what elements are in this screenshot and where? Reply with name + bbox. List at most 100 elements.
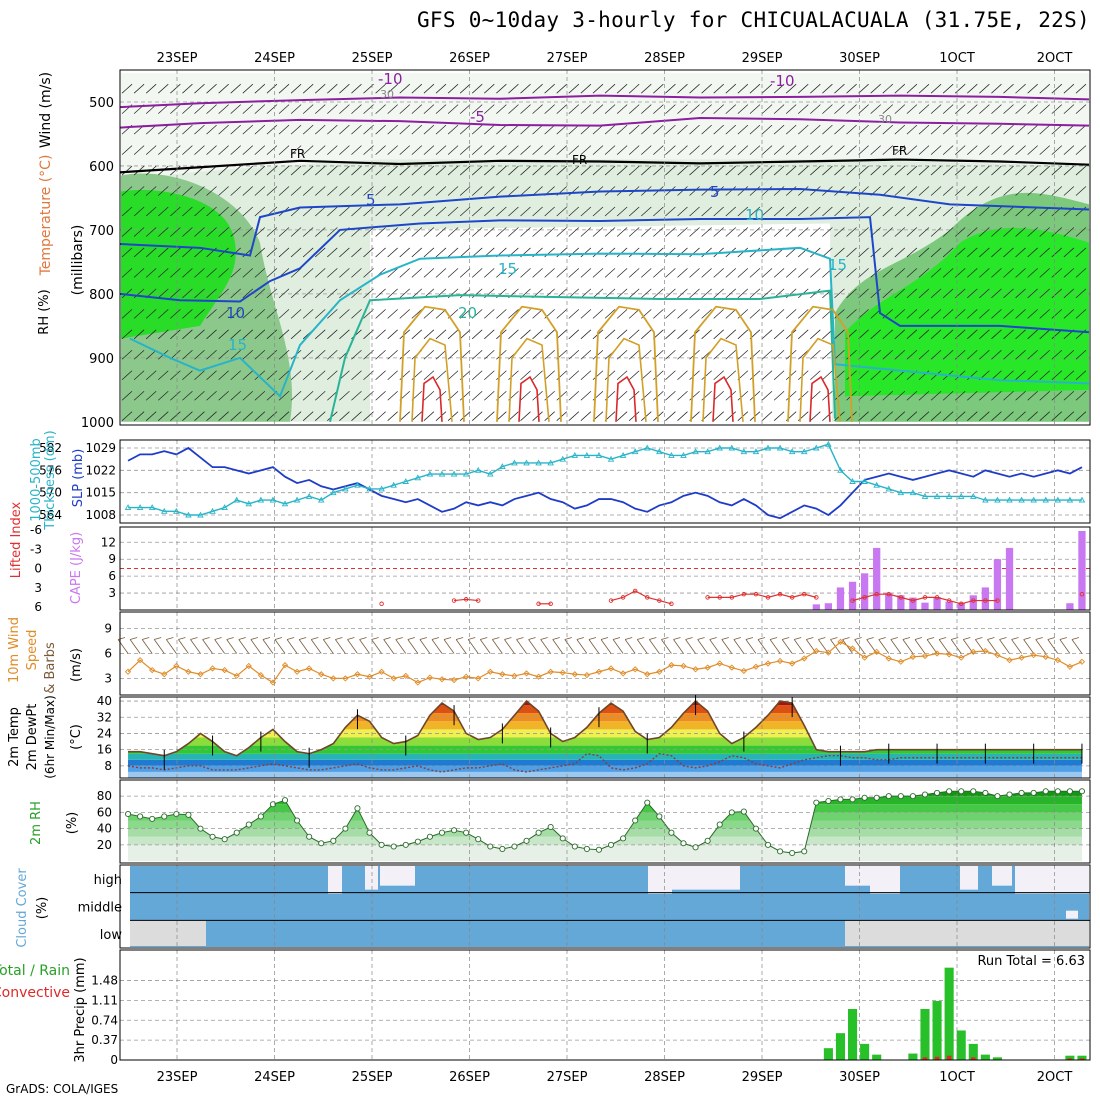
wind-barb	[967, 411, 978, 421]
wind-barb	[942, 411, 954, 421]
wind-barb	[882, 227, 893, 237]
wind-speed-marker	[994, 652, 1001, 659]
wind-barb	[447, 227, 459, 237]
wind-barb	[290, 227, 302, 237]
cloud-level-label: high	[94, 873, 122, 888]
wind-barb	[230, 329, 241, 340]
wind-barb	[1039, 411, 1050, 421]
wind-barb	[979, 329, 990, 340]
wind-barb	[906, 268, 918, 278]
wind-barb	[906, 104, 918, 114]
wind-barb	[1027, 390, 1038, 401]
wind-barb	[411, 227, 423, 237]
wind-barb	[339, 165, 350, 176]
wind-barb	[327, 350, 338, 360]
wind-barb	[411, 104, 423, 114]
wind-barb-flag	[806, 637, 814, 640]
wind-barb	[1063, 186, 1075, 196]
wind-barb	[194, 186, 205, 196]
wind-barb	[749, 186, 761, 196]
wind-barb	[315, 247, 326, 258]
wind-barb	[834, 227, 845, 237]
li-marker	[379, 601, 384, 607]
wind-barb	[315, 329, 326, 340]
wind-barb	[121, 370, 133, 381]
wind-barb	[894, 186, 906, 196]
thickness-marker	[837, 466, 844, 473]
wind-barb	[725, 124, 737, 135]
wind-barb	[677, 165, 688, 176]
wind-barb	[194, 247, 205, 258]
date-top-label: 29SEP	[742, 51, 783, 66]
wind-barb	[556, 247, 567, 258]
wind-barb	[508, 411, 519, 421]
thickness-marker	[680, 452, 687, 458]
convective-bar	[922, 1057, 928, 1060]
wind-barb-10m	[987, 639, 998, 654]
wind-barb	[677, 309, 688, 319]
li-marker	[475, 598, 481, 603]
wind-barb	[520, 350, 531, 360]
rh-marker	[583, 845, 590, 852]
cape-bar	[873, 547, 881, 610]
wind-barb	[351, 145, 362, 155]
wind-barb	[1075, 186, 1087, 196]
li-tick: 6	[34, 600, 42, 614]
wind-speed-marker	[378, 668, 385, 675]
wind-barb	[858, 329, 869, 340]
wind-barb	[653, 165, 664, 176]
wind-barb	[942, 206, 954, 217]
wind-barb	[447, 329, 459, 340]
wind-barb	[387, 145, 398, 155]
wind-barb	[1015, 145, 1026, 155]
wind-barb	[967, 247, 978, 258]
wind-barb	[930, 124, 942, 135]
wind-barb	[170, 390, 181, 401]
wind-barb-flag	[745, 637, 754, 640]
thickness-marker	[619, 452, 627, 458]
wind-barb	[979, 227, 990, 237]
wind-barb	[1039, 124, 1050, 135]
wind-barb	[459, 186, 471, 196]
wind-barb	[532, 124, 543, 135]
wind-barb-flag	[914, 637, 923, 640]
wind-barb-flag	[395, 637, 403, 640]
thickness-marker	[209, 507, 216, 514]
wind-barb	[170, 370, 181, 381]
wind-barb-flag	[721, 637, 729, 640]
wind-barb-flag	[371, 637, 379, 640]
wind-barb	[677, 350, 688, 360]
wind-barb-flag	[854, 637, 862, 640]
wind-barb	[942, 390, 954, 401]
wind-barb-flag	[238, 637, 246, 640]
wind-barb-flag	[564, 637, 572, 640]
cloud-high-gap	[328, 866, 342, 894]
wind-speed-marker	[124, 668, 132, 675]
wind-barb-flag	[661, 637, 669, 640]
wind-barb	[858, 390, 869, 401]
wind-speed-marker	[837, 638, 844, 646]
wind-barb	[894, 329, 906, 340]
wind-barb	[713, 145, 724, 155]
wind-barb	[954, 206, 966, 217]
wind-barb	[327, 370, 338, 381]
wind-barb	[810, 124, 821, 135]
wind-barb	[302, 186, 314, 196]
wind-barb	[423, 83, 435, 94]
wind-barb	[387, 411, 398, 421]
wind-barb	[906, 124, 918, 135]
cape-bar	[921, 602, 929, 610]
wind-barb	[1027, 206, 1038, 217]
wind-barb	[870, 206, 881, 217]
wind-barb-10m	[178, 639, 189, 654]
wind-speed-marker	[946, 651, 953, 658]
wind-barb	[604, 329, 616, 340]
thickness-marker	[257, 496, 265, 503]
wind-barb-flag	[274, 637, 283, 640]
wind-barb-10m	[902, 639, 914, 654]
wind-barb-10m	[697, 639, 708, 654]
wind-barb	[230, 411, 241, 421]
wind-barb	[798, 145, 809, 155]
wind-barb	[870, 350, 881, 360]
wind-barb	[834, 104, 845, 114]
